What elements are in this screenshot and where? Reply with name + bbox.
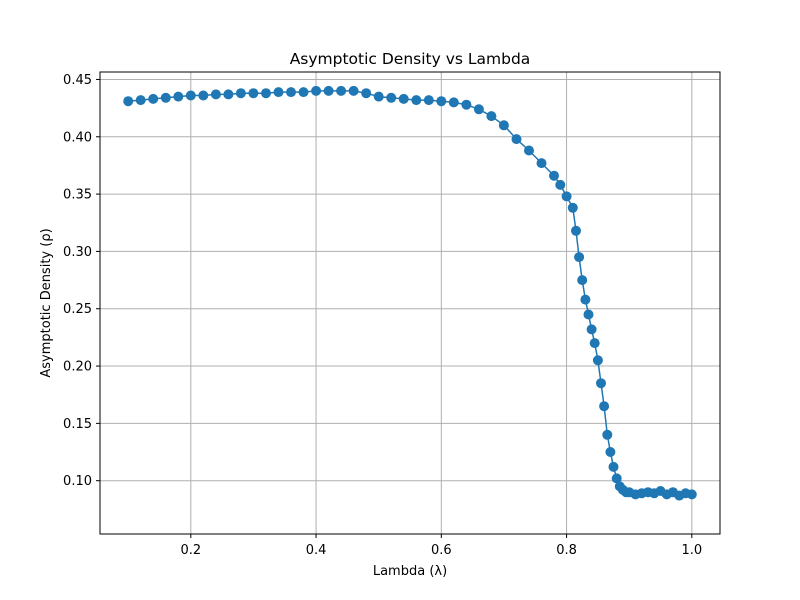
data-point bbox=[361, 88, 372, 99]
y-tick-label: 0.25 bbox=[63, 302, 92, 317]
data-point bbox=[123, 96, 134, 107]
x-tick-label: 0.2 bbox=[180, 543, 201, 558]
y-tick-label: 0.30 bbox=[63, 245, 92, 260]
data-point bbox=[298, 87, 309, 98]
data-point bbox=[273, 87, 284, 98]
data-point bbox=[586, 324, 597, 335]
data-point bbox=[423, 95, 434, 106]
data-point bbox=[160, 92, 171, 103]
y-tick-label: 0.15 bbox=[63, 417, 92, 432]
data-point bbox=[185, 90, 196, 101]
data-point bbox=[398, 93, 409, 104]
data-point bbox=[323, 85, 334, 96]
data-point bbox=[577, 275, 588, 286]
data-point bbox=[549, 170, 559, 181]
data-point bbox=[498, 120, 509, 131]
y-tick-label: 0.35 bbox=[63, 188, 92, 203]
plot-frame bbox=[99, 71, 721, 535]
data-point bbox=[555, 179, 566, 190]
y-axis-label: Asymptotic Density (ρ) bbox=[39, 228, 54, 377]
data-point bbox=[210, 89, 221, 100]
data-point bbox=[524, 145, 534, 156]
data-point bbox=[536, 158, 547, 169]
data-point bbox=[461, 99, 472, 110]
y-tick-label: 0.20 bbox=[63, 360, 92, 375]
chart-title: Asymptotic Density vs Lambda bbox=[290, 50, 531, 68]
data-point bbox=[596, 378, 606, 389]
data-point bbox=[173, 91, 184, 102]
x-axis-label: Lambda (λ) bbox=[373, 564, 447, 579]
grid bbox=[100, 72, 720, 534]
data-point bbox=[580, 294, 591, 305]
data-point bbox=[135, 95, 146, 106]
data-point bbox=[286, 87, 296, 98]
data-point bbox=[235, 88, 246, 99]
y-axis-ticks: 0.10 0.15 0.20 0.25 0.30 0.35 0.40 0.45 bbox=[63, 73, 100, 489]
x-tick-label: 0.4 bbox=[306, 543, 327, 558]
data-point bbox=[571, 225, 581, 236]
data-point bbox=[373, 91, 384, 102]
data-point bbox=[486, 111, 497, 122]
y-tick-label: 0.10 bbox=[63, 474, 92, 489]
data-point bbox=[561, 191, 572, 202]
data-point bbox=[223, 89, 234, 100]
x-tick-label: 0.6 bbox=[431, 543, 452, 558]
data-point bbox=[386, 92, 397, 103]
data-point bbox=[583, 309, 594, 320]
data-point bbox=[261, 88, 271, 99]
y-tick-label: 0.45 bbox=[63, 73, 92, 88]
data-point bbox=[574, 252, 585, 263]
data-point bbox=[511, 134, 522, 145]
data-point bbox=[605, 447, 616, 457]
data-point bbox=[336, 85, 347, 96]
x-tick-label: 1.0 bbox=[681, 543, 702, 558]
data-point bbox=[592, 355, 603, 366]
data-point bbox=[311, 85, 322, 96]
data-point bbox=[611, 473, 622, 484]
data-point bbox=[602, 429, 613, 440]
data-point bbox=[589, 338, 600, 349]
data-point bbox=[148, 93, 159, 104]
data-point bbox=[411, 95, 422, 106]
data-point bbox=[436, 96, 447, 107]
data-point bbox=[686, 489, 697, 500]
data-point bbox=[608, 461, 619, 472]
data-point bbox=[567, 202, 578, 213]
data-series bbox=[123, 85, 697, 501]
data-point bbox=[599, 401, 610, 412]
data-point bbox=[448, 97, 459, 108]
y-tick-label: 0.40 bbox=[63, 130, 92, 145]
data-point bbox=[348, 85, 359, 96]
x-axis-ticks: 0.2 0.4 0.6 0.8 1.0 bbox=[180, 534, 702, 558]
x-tick-label: 0.8 bbox=[556, 543, 577, 558]
data-point bbox=[473, 104, 484, 115]
data-point bbox=[198, 90, 209, 101]
data-point bbox=[248, 88, 259, 99]
